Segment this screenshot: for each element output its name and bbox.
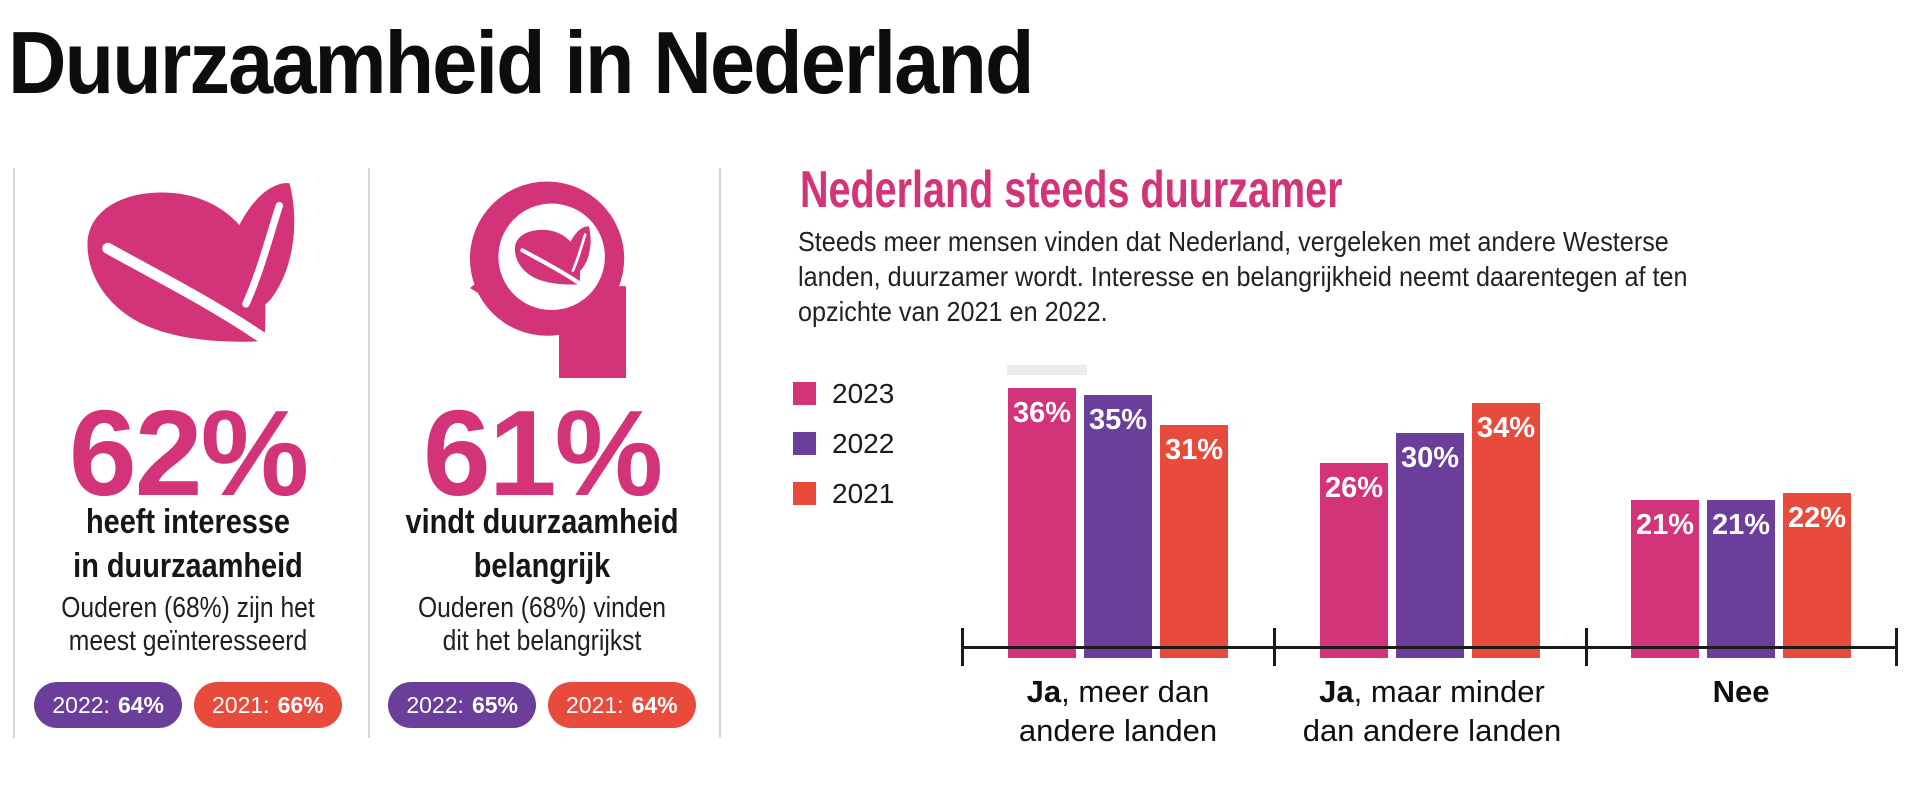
stat-value: 62%	[68, 385, 309, 521]
category-bold: Nee	[1712, 674, 1770, 709]
chart-description-line3: opzichte van 2021 en 2022.	[798, 296, 1108, 327]
x-axis	[961, 646, 1898, 649]
bar-2022: 30%	[1396, 433, 1464, 658]
divider-right	[719, 168, 721, 738]
bar-group-ja-minder: 26% 30% 34%	[1320, 403, 1540, 658]
head-leaf-icon	[374, 176, 710, 378]
badge-year: 2021:	[566, 691, 624, 718]
legend-swatch-2022	[793, 432, 816, 455]
bar-value-label: 34%	[1476, 412, 1536, 444]
stat-card-interesse: 62% heeft interesse in duurzaamheid Oude…	[16, 168, 360, 743]
badge-2022: 2022: 65%	[388, 682, 536, 728]
bar-value-label: 21%	[1635, 509, 1695, 541]
stat-subtext-line1: Ouderen (68%) vinden	[417, 592, 667, 624]
divider-left	[13, 168, 15, 738]
legend-label: 2022	[832, 427, 895, 459]
legend-item-2023: 2023	[793, 378, 894, 409]
stat-title: heeft interesse in duurzaamheid	[42, 500, 334, 588]
bar-2023: 26%	[1320, 463, 1388, 658]
bar-value-label: 21%	[1711, 509, 1771, 541]
bar-value-label: 26%	[1324, 472, 1384, 504]
stat-subtext-line2: meest geïnteresseerd	[68, 625, 308, 657]
badge-year: 2022:	[406, 691, 464, 718]
category-label-ja-meer: Ja, meer dan andere landen	[943, 672, 1293, 750]
bar-2023: 21%	[1631, 500, 1699, 658]
legend-label: 2023	[832, 377, 895, 409]
badge-year: 2021:	[212, 691, 270, 718]
badge-row: 2022: 64% 2021: 66%	[16, 682, 360, 728]
bar-value-label: 31%	[1164, 434, 1224, 466]
category-label-ja-minder: Ja, maar minder dan andere landen	[1257, 672, 1607, 750]
bar-value-label: 30%	[1400, 442, 1460, 474]
stat-title-line2: in duurzaamheid	[73, 547, 303, 585]
category-bold: Ja	[1319, 674, 1354, 709]
badge-value: 65%	[471, 691, 518, 718]
page-title: Duurzaamheid in Nederland	[8, 13, 1035, 112]
badge-2022: 2022: 64%	[34, 682, 182, 728]
badge-value: 64%	[117, 691, 164, 718]
axis-tick	[961, 628, 964, 666]
chart-heading: Nederland steeds duurzamer	[800, 161, 1343, 219]
badge-year: 2022:	[52, 691, 110, 718]
chart-description-line1: Steeds meer mensen vinden dat Nederland,…	[798, 226, 1669, 257]
stat-title: vindt duurzaamheid belangrijk	[399, 500, 685, 588]
category-rest: , maar minder	[1353, 674, 1545, 709]
stat-subtext: Ouderen (68%) vinden dit het belangrijks…	[399, 592, 685, 658]
axis-tick	[1585, 628, 1588, 666]
category-label-nee: Nee	[1566, 672, 1916, 711]
bar-2022: 21%	[1707, 500, 1775, 658]
badge-value: 64%	[631, 691, 678, 718]
legend-item-2021: 2021	[793, 478, 894, 509]
bar-2022: 35%	[1084, 395, 1152, 658]
badge-2021: 2021: 66%	[194, 682, 342, 728]
ghost-bar-remnant	[1007, 365, 1087, 375]
leaves-icon	[16, 176, 360, 366]
bar-2021: 34%	[1472, 403, 1540, 658]
axis-tick	[1273, 628, 1276, 666]
bar-value-label: 22%	[1787, 502, 1847, 534]
badge-2021: 2021: 64%	[548, 682, 696, 728]
stat-subtext-line2: dit het belangrijkst	[442, 625, 642, 657]
bar-group-ja-meer: 36% 35% 31%	[1008, 388, 1228, 658]
chart-description: Steeds meer mensen vinden dat Nederland,…	[798, 224, 1688, 329]
bar-2021: 22%	[1783, 493, 1851, 658]
category-line2: andere landen	[1018, 713, 1218, 748]
bar-2023: 36%	[1008, 388, 1076, 658]
bar-value-label: 36%	[1012, 397, 1072, 429]
badge-value: 66%	[277, 691, 324, 718]
category-rest: , meer dan	[1061, 674, 1210, 709]
chart-description-line2: landen, duurzamer wordt. Interesse en be…	[798, 261, 1688, 292]
category-line2: dan andere landen	[1302, 713, 1562, 748]
stat-subtext-line1: Ouderen (68%) zijn het	[61, 592, 315, 624]
legend-swatch-2023	[793, 382, 816, 405]
stat-title-line1: heeft interesse	[86, 503, 290, 541]
legend-item-2022: 2022	[793, 428, 894, 459]
axis-tick	[1895, 628, 1898, 666]
bar-value-label: 35%	[1088, 404, 1148, 436]
stat-subtext: Ouderen (68%) zijn het meest geïnteresse…	[42, 592, 334, 658]
category-bold: Ja	[1026, 674, 1062, 709]
bar-group-nee: 21% 21% 22%	[1631, 493, 1851, 658]
stat-title-line1: vindt duurzaamheid	[405, 503, 679, 541]
legend-label: 2021	[832, 477, 895, 509]
legend-swatch-2021	[793, 482, 816, 505]
stat-card-belangrijk: 61% vindt duurzaamheid belangrijk Oudere…	[374, 168, 710, 743]
bar-2021: 31%	[1160, 425, 1228, 658]
stat-title-line2: belangrijk	[473, 547, 611, 585]
divider-middle	[368, 168, 370, 738]
badge-row: 2022: 65% 2021: 64%	[374, 682, 710, 728]
stat-value: 61%	[422, 385, 663, 521]
chart-legend: 2023 2022 2021	[793, 378, 894, 532]
